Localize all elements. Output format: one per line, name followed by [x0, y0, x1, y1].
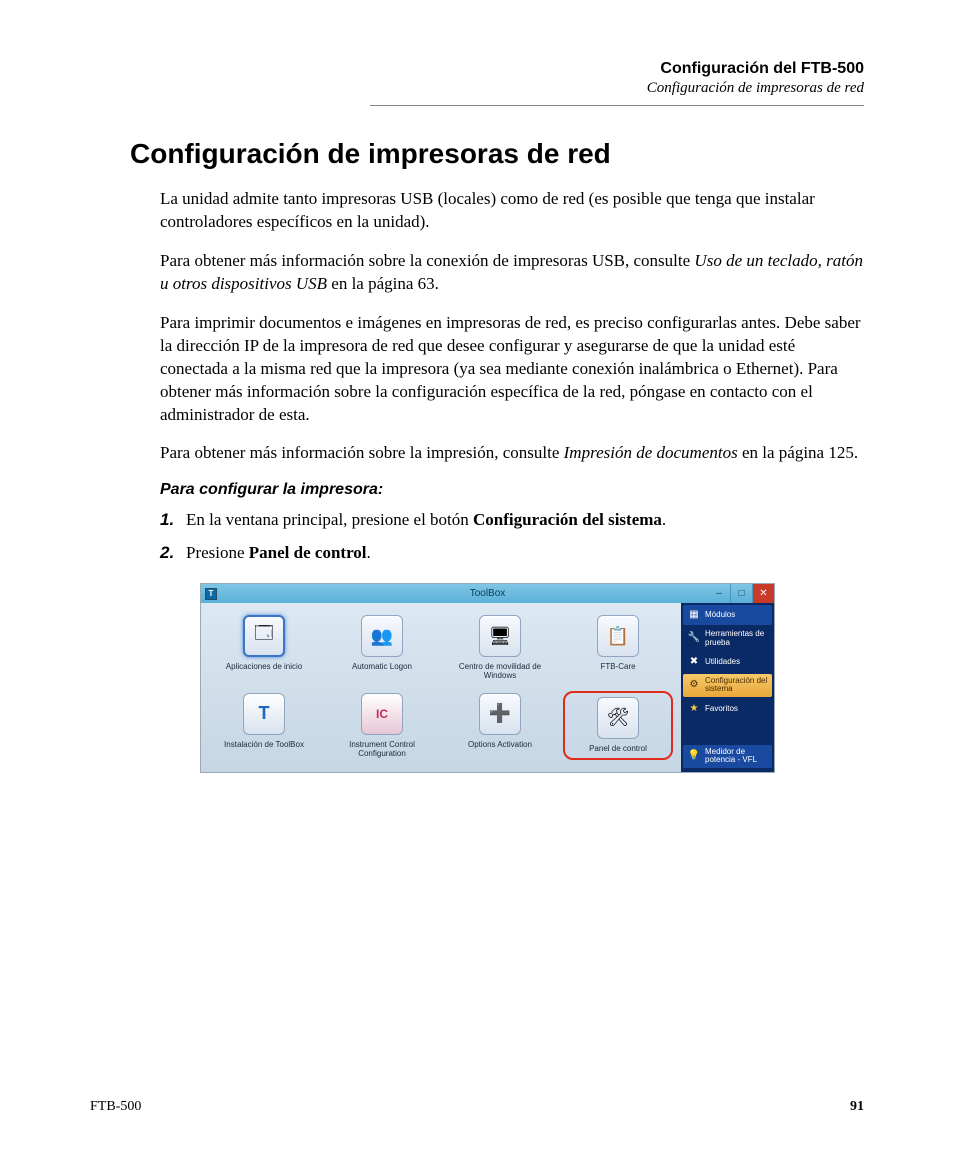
step-1-text: En la ventana principal, presione el bot…: [186, 509, 864, 532]
utilities-label: Utilidades: [705, 658, 740, 666]
power-meter-icon: 💡: [687, 749, 701, 763]
tile-options-activation[interactable]: ➕ Options Activation: [441, 687, 559, 766]
maximize-button[interactable]: □: [730, 584, 752, 603]
modules-label: Módulos: [705, 611, 735, 619]
icon-row-2: T Instalación de ToolBox IC Instrument C…: [205, 687, 677, 766]
modules-icon: ▦: [687, 608, 701, 622]
options-glyph: ➕: [489, 703, 511, 724]
ftbcare-glyph: 📋: [607, 626, 629, 647]
sidebar-herramientas[interactable]: 🔧 Herramientas de prueba: [683, 627, 772, 650]
page-header: Configuración del FTB-500 Configuración …: [90, 60, 864, 97]
tile-instrument-control[interactable]: IC Instrument Control Configuration: [323, 687, 441, 766]
page-footer: FTB-500 91: [90, 1099, 864, 1115]
icon-row-1: 🗔 Aplicaciones de inicio 👥 Automatic Log…: [205, 609, 677, 687]
highlight-callout: 🛠 Panel de control: [563, 691, 673, 760]
step-2-a: Presione: [186, 543, 249, 562]
window-title: ToolBox: [201, 588, 774, 599]
p4-part-c: en la página 125.: [738, 443, 858, 462]
sidebar-modulos[interactable]: ▦ Módulos: [683, 605, 772, 625]
p4-reference: Impresión de documentos: [564, 443, 738, 462]
app-main-area: 🗔 Aplicaciones de inicio 👥 Automatic Log…: [201, 603, 681, 771]
p4-part-a: Para obtener más información sobre la im…: [160, 443, 564, 462]
step-2-text: Presione Panel de control.: [186, 542, 864, 565]
step-1-c: .: [662, 510, 666, 529]
options-label: Options Activation: [443, 741, 557, 750]
apps-glyph: 🗔: [254, 621, 274, 651]
p2-part-a: Para obtener más información sobre la co…: [160, 251, 694, 270]
apps-icon: 🗔: [243, 615, 285, 657]
body-text: La unidad admite tanto impresoras USB (l…: [160, 188, 864, 465]
step-2-c: .: [367, 543, 371, 562]
utilities-icon: ✖: [687, 655, 701, 669]
apps-label: Aplicaciones de inicio: [207, 663, 321, 672]
close-button[interactable]: ✕: [752, 584, 774, 603]
control-panel-label: Panel de control: [567, 745, 669, 754]
toolbox-screenshot: T ToolBox – □ ✕ 🗔 Aplicaciones de inicio…: [200, 583, 775, 772]
step-1: 1. En la ventana principal, presione el …: [160, 509, 864, 532]
favorites-label: Favoritos: [705, 705, 738, 713]
mobility-icon: 🖥: [479, 615, 521, 657]
options-icon: ➕: [479, 693, 521, 735]
procedure-heading: Para configurar la impresora:: [160, 481, 864, 499]
power-meter-label: Medidor de potencia - VFL: [705, 748, 768, 765]
mobility-label: Centro de movilidad de Windows: [443, 663, 557, 681]
main-title: Configuración de impresoras de red: [130, 138, 864, 170]
step-1-number: 1.: [160, 509, 186, 532]
window-buttons: – □ ✕: [708, 584, 774, 603]
paragraph-3: Para imprimir documentos e imágenes en i…: [160, 312, 864, 427]
tools-label: Herramientas de prueba: [705, 630, 768, 647]
window-titlebar: T ToolBox – □ ✕: [201, 584, 774, 603]
tools-icon: 🔧: [687, 632, 701, 646]
favorites-icon: ★: [687, 702, 701, 716]
tile-panel-control[interactable]: 🛠 Panel de control: [559, 687, 677, 766]
tile-automatic-logon[interactable]: 👥 Automatic Logon: [323, 609, 441, 687]
config-label: Configuración del sistema: [705, 677, 768, 694]
tile-mobility-center[interactable]: 🖥 Centro de movilidad de Windows: [441, 609, 559, 687]
install-label: Instalación de ToolBox: [207, 741, 321, 750]
sidebar-utilidades[interactable]: ✖ Utilidades: [683, 652, 772, 672]
mobility-glyph: 🖥: [489, 626, 512, 647]
paragraph-4: Para obtener más información sobre la im…: [160, 442, 864, 465]
paragraph-1: La unidad admite tanto impresoras USB (l…: [160, 188, 864, 234]
ic-glyph: IC: [376, 707, 388, 721]
install-glyph: T: [259, 703, 270, 724]
logon-glyph: 👥: [371, 626, 393, 647]
step-1-bold: Configuración del sistema: [473, 510, 662, 529]
step-2-bold: Panel de control: [249, 543, 367, 562]
logon-label: Automatic Logon: [325, 663, 439, 672]
header-rule: [370, 105, 864, 106]
footer-model: FTB-500: [90, 1099, 141, 1115]
ic-label: Instrument Control Configuration: [325, 741, 439, 759]
tile-aplicaciones-inicio[interactable]: 🗔 Aplicaciones de inicio: [205, 609, 323, 687]
control-panel-icon: 🛠: [597, 697, 639, 739]
p2-part-c: en la página 63.: [327, 274, 439, 293]
install-icon: T: [243, 693, 285, 735]
sidebar-configuracion-sistema[interactable]: ⚙ Configuración del sistema: [683, 674, 772, 697]
step-2-number: 2.: [160, 542, 186, 565]
sidebar-favoritos[interactable]: ★ Favoritos: [683, 699, 772, 719]
tile-toolbox-install[interactable]: T Instalación de ToolBox: [205, 687, 323, 766]
control-panel-glyph: 🛠: [607, 707, 630, 728]
tile-ftb-care[interactable]: 📋 FTB-Care: [559, 609, 677, 687]
step-2: 2. Presione Panel de control.: [160, 542, 864, 565]
app-body: 🗔 Aplicaciones de inicio 👥 Automatic Log…: [201, 603, 774, 771]
step-1-a: En la ventana principal, presione el bot…: [186, 510, 473, 529]
paragraph-2: Para obtener más información sobre la co…: [160, 250, 864, 296]
header-title: Configuración del FTB-500: [90, 60, 864, 78]
header-subtitle: Configuración de impresoras de red: [90, 80, 864, 97]
toolbox-sidebar: ▦ Módulos 🔧 Herramientas de prueba ✖ Uti…: [681, 603, 774, 771]
ic-icon: IC: [361, 693, 403, 735]
logon-icon: 👥: [361, 615, 403, 657]
ftbcare-icon: 📋: [597, 615, 639, 657]
footer-page-number: 91: [850, 1099, 864, 1115]
config-icon: ⚙: [687, 678, 701, 692]
ftbcare-label: FTB-Care: [561, 663, 675, 672]
minimize-button[interactable]: –: [708, 584, 730, 603]
sidebar-medidor-potencia[interactable]: 💡 Medidor de potencia - VFL: [683, 745, 772, 768]
